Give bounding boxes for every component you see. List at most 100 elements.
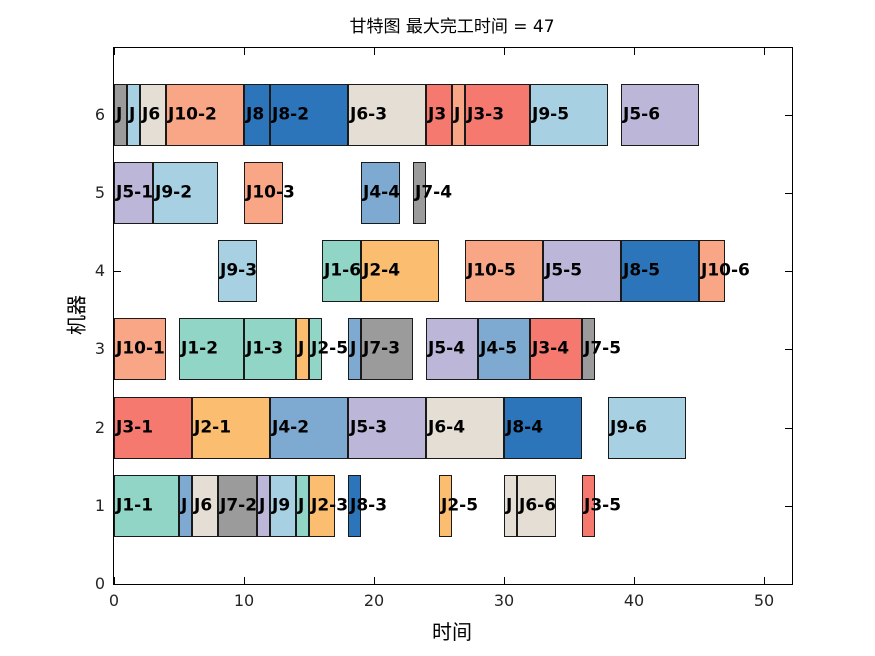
bar-label: J2-1	[194, 417, 232, 437]
x-tick-mirror	[244, 48, 245, 55]
bar-label: J6	[194, 495, 213, 516]
bar-label: J2-3	[311, 495, 349, 516]
bar-label: J4-2	[272, 417, 310, 437]
bar-label: J7-2	[220, 495, 258, 516]
x-tick-mirror	[634, 48, 635, 55]
x-tick-label: 40	[623, 591, 645, 610]
bar-label: J10-2	[168, 104, 217, 124]
bar-label: J7-5	[584, 338, 622, 359]
gantt-bar: J1-3	[244, 318, 296, 381]
x-tick-label: 10	[233, 591, 255, 610]
gantt-bar: J9-3	[218, 240, 257, 302]
bar-label: J2-5	[311, 338, 349, 359]
bar-label: J	[350, 338, 357, 359]
bar-label: J9	[272, 495, 291, 516]
x-tick-label: 0	[108, 591, 120, 610]
gantt-bar: J4-5	[478, 318, 530, 381]
gantt-bar: J1-2	[179, 318, 244, 381]
gantt-bar: J9-2	[153, 161, 218, 224]
bar-label: J5-4	[428, 338, 466, 359]
gantt-bar: J8	[244, 83, 270, 146]
gantt-bar: J2-3	[309, 474, 348, 537]
bar-label: J6	[142, 104, 161, 124]
gantt-bar: J1-1	[114, 474, 179, 537]
y-tick-mirror	[785, 192, 792, 194]
bar-label: J	[116, 104, 123, 124]
gantt-bar: J2-5	[439, 474, 478, 537]
gantt-bar: J10-3	[244, 161, 295, 224]
bar-label: J2-5	[441, 495, 479, 516]
gantt-bar: J5-3	[348, 396, 426, 459]
bar-label: J7-3	[363, 338, 401, 359]
bar-label: J	[298, 495, 305, 516]
gantt-bar: J6-3	[348, 83, 426, 146]
x-tick	[374, 577, 375, 584]
x-tick	[504, 577, 505, 584]
bar-label: J3-4	[532, 338, 570, 359]
plot-area: 0 10 20 30 40 50 0 1 2 3 4 5 6 J J J6 J10-2 J8 J8-2 J6-3 J3 J…	[95, 47, 793, 609]
bar-label: J5-6	[623, 104, 661, 124]
bar-label: J3-1	[116, 417, 154, 437]
gantt-bar: J10-5	[465, 240, 543, 302]
y-tick-mirror	[785, 114, 792, 116]
gantt-bar: J7-5	[582, 318, 621, 381]
bar-label: J7-4	[415, 182, 453, 203]
gantt-bar: J1-6	[322, 240, 361, 302]
y-axis-label: 机器	[64, 295, 89, 335]
y-tick-mirror	[785, 427, 792, 429]
x-tick-label: 20	[363, 591, 385, 610]
bar-label: J3-3	[467, 104, 505, 124]
bar-label: J2-4	[363, 260, 401, 281]
gantt-bar: J	[296, 318, 309, 381]
x-tick	[634, 577, 635, 584]
gantt-bar: J8-2	[270, 83, 348, 146]
bar-label: J	[454, 104, 461, 124]
gantt-bar: J	[296, 474, 309, 537]
gantt-bar: J	[179, 474, 192, 537]
bar-label: J3-5	[584, 495, 622, 516]
bar-label: J	[129, 104, 136, 124]
x-tick	[244, 577, 245, 584]
x-tick	[114, 577, 115, 584]
gantt-bar: J7-3	[361, 318, 413, 381]
bar-label: J1-1	[116, 495, 154, 516]
gantt-bar: J	[348, 318, 361, 381]
x-tick-mirror	[374, 48, 375, 55]
bar-label: J8	[246, 104, 265, 124]
gantt-bar: J9-6	[608, 396, 686, 459]
gantt-bar: J5-5	[543, 240, 621, 302]
y-tick-label: 1	[94, 495, 105, 515]
gantt-bar: J4-2	[270, 396, 348, 459]
bar-label: J	[298, 338, 305, 359]
gantt-bar: J5-4	[426, 318, 478, 381]
bar-label: J4-4	[363, 182, 401, 203]
gantt-bar: J2-4	[361, 240, 439, 302]
y-tick-mirror	[785, 584, 792, 585]
x-tick-label: 50	[753, 591, 775, 610]
gantt-bar: J6-4	[426, 396, 504, 459]
gantt-bar: J10-1	[114, 318, 166, 381]
bar-label: J5-3	[350, 417, 388, 437]
x-tick-label: 30	[493, 591, 515, 610]
gantt-bar: J8-4	[504, 396, 582, 459]
bar-label: J4-5	[480, 338, 518, 359]
bar-label: J9-5	[532, 104, 570, 124]
y-tick-label: 4	[94, 261, 105, 280]
gantt-bar: J6	[140, 83, 166, 146]
bar-label: J10-5	[467, 260, 516, 281]
bar-label: J6-3	[350, 104, 388, 124]
gantt-bar: J3-5	[582, 474, 621, 537]
gantt-bar: J10-2	[166, 83, 244, 146]
bar-label: J9-6	[610, 417, 648, 437]
bar-label: J6-4	[428, 417, 466, 437]
x-tick-mirror	[114, 48, 115, 55]
gantt-bar: J8-3	[348, 474, 387, 537]
x-tick-mirror	[504, 48, 505, 55]
chart-title: 甘特图 最大完工时间 = 47	[349, 17, 555, 37]
gantt-bar: J	[257, 474, 270, 537]
bar-label: J10-1	[116, 338, 165, 359]
gantt-bar: J8-5	[621, 240, 699, 302]
gantt-bar: J3	[426, 83, 452, 146]
x-tick	[764, 577, 765, 584]
gantt-bar: J3-1	[114, 396, 192, 459]
